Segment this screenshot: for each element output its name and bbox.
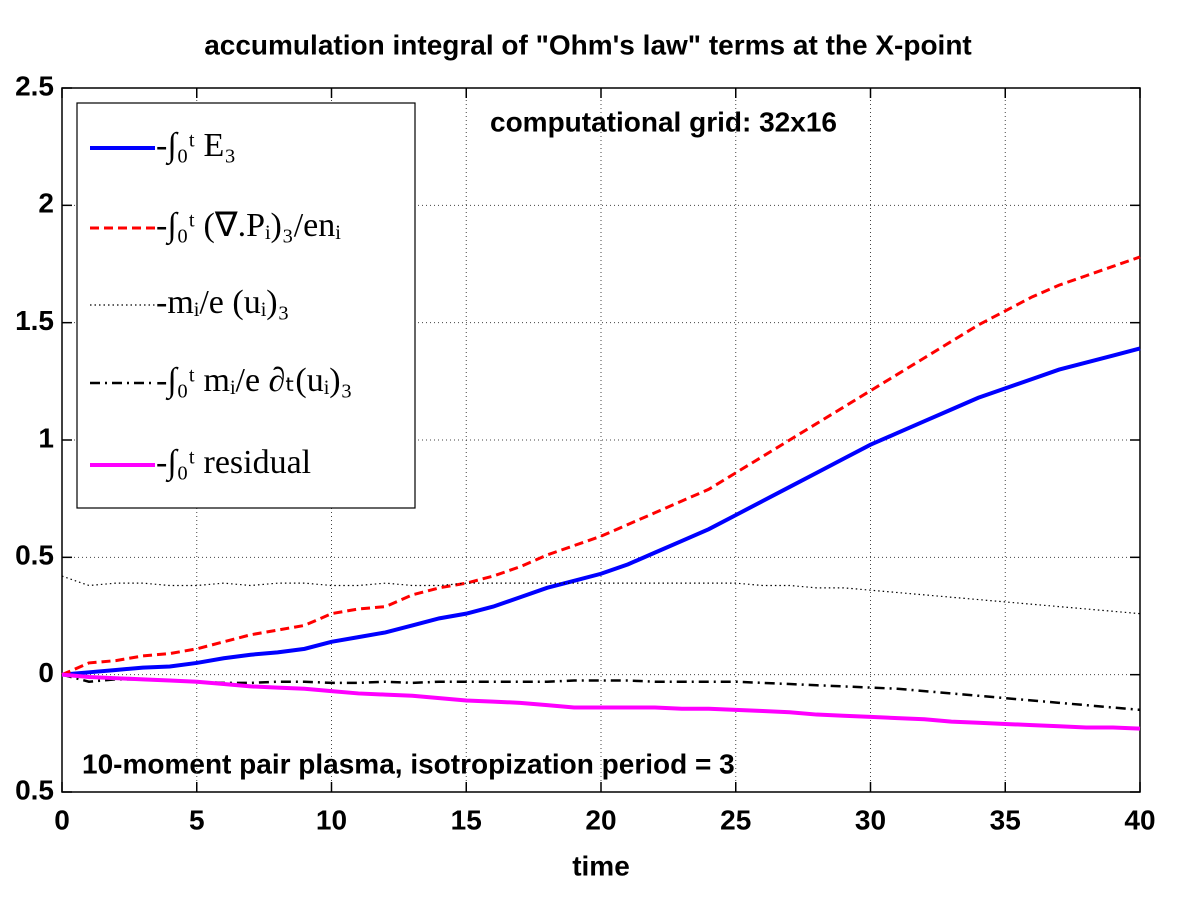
x-tick-label: 0 (54, 804, 70, 835)
y-tick-label: 0 (38, 657, 54, 688)
plot-frame (61, 87, 1141, 793)
y-tick-label: 1 (38, 422, 54, 453)
y-tick-label: 0.5 (15, 774, 54, 805)
x-tick-label: 25 (720, 804, 751, 835)
legend-label: -∫₀ᵗ (∇.Pᵢ)₃/enᵢ (156, 207, 341, 246)
x-tick-label: 15 (451, 804, 482, 835)
x-tick-label: 40 (1124, 804, 1155, 835)
annotation: computational grid: 32x16 (490, 106, 837, 137)
legend-label: -mᵢ/e (uᵢ)₃ (156, 284, 289, 321)
x-axis-label: time (572, 850, 630, 881)
series-line (61, 673, 1141, 712)
annotation: 10-moment pair plasma, isotropization pe… (82, 748, 735, 779)
series-line (61, 346, 1141, 677)
legend-label: -∫₀ᵗ E₃ (156, 127, 236, 166)
chart-title: accumulation integral of "Ohm's law" ter… (204, 29, 972, 60)
x-tick-label: 10 (316, 804, 347, 835)
x-tick-label: 20 (585, 804, 616, 835)
series-line (61, 255, 1141, 677)
legend-label: -∫₀ᵗ residual (156, 444, 311, 483)
y-tick-label: 1.5 (15, 305, 54, 336)
series-line (61, 575, 1141, 615)
y-tick-label: 0.5 (15, 540, 54, 571)
legend-box (76, 102, 416, 509)
x-tick-label: 5 (189, 804, 205, 835)
x-tick-label: 30 (855, 804, 886, 835)
x-tick-label: 35 (990, 804, 1021, 835)
y-tick-label: 2 (38, 188, 54, 219)
y-tick-label: 2.5 (15, 70, 54, 101)
series-line (61, 672, 1141, 731)
legend-label: -∫₀ᵗ mᵢ/e ∂ₜ(uᵢ)₃ (156, 362, 352, 401)
